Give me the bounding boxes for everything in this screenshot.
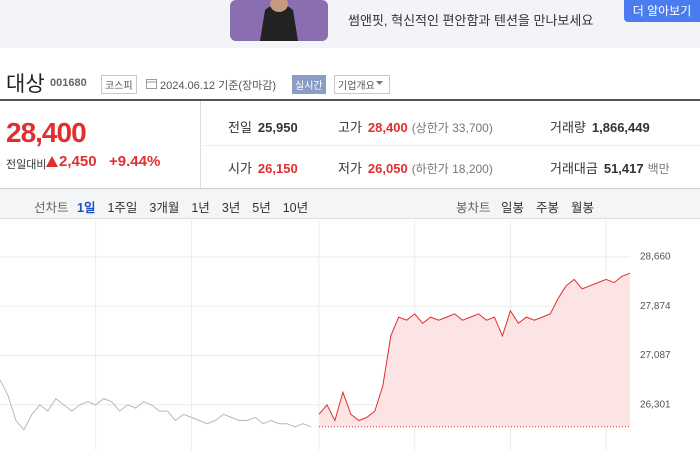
line: [318, 272, 631, 422]
y-tick-label: 27,087: [640, 350, 671, 361]
stat-value: 26,050: [367, 161, 408, 176]
ad-button[interactable]: 더 알아보기: [624, 0, 700, 22]
divider: [200, 145, 700, 146]
period-tab[interactable]: 1년: [191, 201, 210, 215]
period-tab[interactable]: 3개월: [149, 201, 180, 215]
date: 2024.06.12 기준(장마감): [160, 80, 277, 92]
stat: 거래량 1,866,449: [550, 117, 650, 136]
stat-label: 전일: [228, 120, 252, 135]
market-badge: 코스피: [101, 75, 137, 94]
candle-tab[interactable]: 월봉: [571, 201, 595, 215]
area: [318, 273, 630, 427]
stat-note: (상한가 33,700): [411, 121, 493, 135]
stock-name: 대상: [6, 73, 45, 96]
stat-label: 고가: [338, 120, 362, 135]
period-tab[interactable]: 1주일: [107, 201, 138, 215]
change: 2,450: [59, 153, 97, 170]
stock-code: 001680: [50, 77, 87, 89]
stat-note: (하한가 18,200): [411, 162, 493, 176]
dropdown-icon: [376, 81, 383, 85]
y-tick-label: 28,660: [640, 252, 671, 263]
divider: [0, 99, 700, 101]
stat-label: 시가: [228, 161, 252, 176]
chart: 26,301 27,087 27,874 28,660: [0, 218, 671, 450]
calendar-icon: [146, 79, 157, 89]
tab-bar: [0, 189, 700, 219]
change-rate: +9.44%: [109, 153, 161, 170]
stat: 고가 28,400 (상한가 33,700): [338, 117, 493, 136]
line: [0, 379, 312, 431]
period-tab[interactable]: 5년: [252, 201, 271, 215]
stat: 저가 26,050 (하한가 18,200): [338, 158, 493, 177]
realtime-button[interactable]: 실시간: [292, 75, 326, 94]
stat-label: 거래량: [550, 120, 586, 135]
price: 28,400: [6, 117, 87, 148]
period-tab[interactable]: 3년: [221, 201, 241, 215]
ad-banner[interactable]: 썸앤핏, 혁신적인 편안함과 텐션을 만나보세요 더 알아보기: [0, 0, 700, 48]
candle-tab[interactable]: 주봉: [536, 201, 560, 215]
line-chart-label: 선차트: [34, 201, 69, 215]
stat: 거래대금 51,417 백만: [550, 158, 670, 177]
candle-chart-label: 봉차트: [456, 201, 491, 215]
stat-value: 26,150: [257, 161, 298, 176]
ad-image: [230, 0, 328, 41]
stat: 전일 25,950: [228, 117, 298, 136]
candle-tab[interactable]: 일봉: [501, 201, 525, 215]
divider: [200, 101, 201, 188]
stat-note: 백만: [647, 162, 670, 176]
period-tab[interactable]: 1일: [77, 201, 96, 215]
ad-text: 썸앤핏, 혁신적인 편안함과 텐션을 만나보세요: [348, 13, 594, 28]
stat: 시가 26,150: [228, 158, 298, 177]
stat-value: 51,417: [603, 161, 644, 176]
stat-value: 25,950: [257, 120, 298, 135]
period-tab[interactable]: 10년: [282, 201, 309, 215]
stat-label: 거래대금: [550, 161, 598, 176]
stat-value: 1,866,449: [591, 120, 650, 135]
overview-button[interactable]: 기업개요: [334, 75, 390, 94]
up-icon: [46, 156, 58, 167]
y-tick-label: 27,874: [640, 301, 671, 312]
divider: [0, 188, 700, 189]
y-tick-label: 26,301: [640, 399, 671, 410]
stat-label: 저가: [338, 161, 362, 176]
stat-value: 28,400: [367, 120, 408, 135]
change-label: 전일대비: [6, 159, 47, 171]
